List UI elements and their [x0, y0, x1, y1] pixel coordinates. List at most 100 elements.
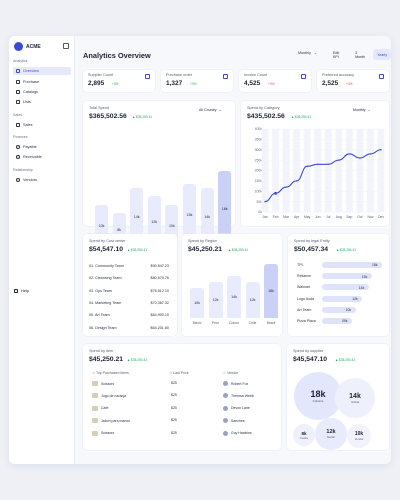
data-point[interactable] [369, 153, 372, 155]
entity-bar[interactable] [322, 284, 369, 291]
list-item[interactable]: 02. Cleansing Team $80,679.76 [89, 276, 169, 280]
item-cell[interactable]: Cafe [92, 405, 108, 411]
kpi-purchase-order[interactable]: Purchase order 1,327 +4% [161, 70, 233, 92]
bar-value-label: 12k [249, 298, 256, 302]
entity-bar[interactable] [322, 318, 352, 324]
list-item[interactable]: 03. Ops Team $76,512.10 [89, 289, 169, 293]
cost-center-name: 03. Ops Team [89, 288, 112, 293]
entity-name: Logo Asda [297, 296, 314, 301]
data-point[interactable] [359, 157, 361, 159]
receive-icon [16, 155, 20, 159]
column-band [303, 129, 311, 212]
bar-value-label: 10k [98, 223, 105, 228]
item-cell[interactable]: Jugo de naranja [92, 393, 126, 399]
entity-value: 14k [358, 285, 365, 290]
data-point[interactable] [338, 159, 340, 161]
data-point[interactable] [295, 180, 298, 182]
card-delta: ▲ $35,250.41 [335, 358, 355, 362]
column-band [293, 129, 301, 212]
card-delta: ▲ $35,250.41 [228, 248, 248, 252]
bar[interactable] [227, 276, 241, 318]
kpi-value: 1,327 [166, 80, 183, 87]
sidebar-item-receivable[interactable]: Receivable [13, 153, 71, 161]
data-point[interactable] [264, 200, 266, 203]
entity-bar[interactable] [322, 262, 382, 268]
bar[interactable] [130, 187, 144, 247]
sidebar-item-purchase[interactable]: Purchase [13, 78, 71, 86]
bar[interactable] [190, 288, 204, 318]
supplier-bubble[interactable]: 8k Cooks [293, 424, 315, 446]
bar[interactable] [245, 282, 260, 318]
item-cell[interactable]: Scissors [92, 381, 114, 386]
edit-kpi-button[interactable]: Edit KPI [333, 50, 340, 59]
supplier-bubble[interactable]: 10k Vendor [347, 424, 371, 448]
card-title: Spend by legal Entity [294, 239, 330, 243]
supplier-bubble[interactable]: 12k Nectar [315, 418, 347, 450]
region-card: Spend by Region $45,250.21 ▲ $35,250.41 … [182, 234, 282, 336]
period-dropdown[interactable]: Monthly ⌄ [298, 51, 318, 55]
bubble-value: 18k [310, 389, 326, 399]
data-point[interactable] [306, 165, 308, 168]
help-link[interactable]: Help [14, 288, 29, 293]
sidebar-item-payable[interactable]: Payable [13, 143, 71, 151]
sidebar-item-vendors[interactable]: Vendors [13, 176, 71, 184]
supplier-bubble[interactable]: 18k Industria [294, 372, 342, 420]
sidebar-item-catalogs[interactable]: Catalogs [13, 88, 71, 96]
item-cell[interactable]: Scissors [92, 430, 114, 436]
kpi-invoice-count[interactable]: Invoice Count 4,525 +4% [239, 70, 311, 92]
vendor-cell[interactable]: Guy Hawkins [223, 430, 252, 436]
data-point[interactable] [274, 191, 277, 195]
three-month-button[interactable]: 3 Month [355, 50, 366, 59]
vendor-cell[interactable]: Theresa Webb [223, 393, 254, 399]
bar[interactable] [208, 282, 223, 318]
vendor-cell[interactable]: Devon Lane [223, 405, 250, 411]
cost-center-name: 05. Art Team [89, 313, 110, 318]
column-band [314, 129, 322, 212]
y-tick-label: 0k [258, 210, 262, 214]
bar-value-label: 18k [221, 207, 228, 211]
data-point[interactable] [348, 153, 351, 155]
sidebar-item-lists[interactable]: Lists [13, 98, 71, 106]
vendor-name: Robert Fox [231, 381, 249, 386]
x-tick-label: Dec [378, 215, 384, 219]
cost-center-value: $76,512.10 [150, 288, 169, 293]
sidebar-item-overview[interactable]: Overview [13, 67, 71, 75]
bar[interactable] [218, 171, 232, 247]
card-value: $50,457.34 [294, 246, 329, 253]
supplier-bubble[interactable]: 14k Global [335, 378, 375, 418]
list-item[interactable]: 06. Design Team $64,201.60 [89, 326, 169, 330]
list-item[interactable]: 04. Marketing Team $70,387.32 [89, 301, 169, 305]
entity-value: 15k [361, 274, 368, 279]
bar[interactable] [183, 183, 196, 247]
card-value: $45,547.10 [293, 356, 328, 363]
bar[interactable] [200, 187, 214, 247]
sidebar-toggle-icon[interactable] [63, 43, 69, 49]
data-point[interactable] [327, 163, 329, 165]
entity-bar[interactable] [322, 273, 372, 280]
data-point[interactable] [285, 186, 287, 188]
bar[interactable] [264, 264, 278, 318]
x-tick-label: Nov [367, 215, 373, 219]
country-dropdown[interactable]: All Country ⌄ [199, 108, 222, 112]
kpi-supplier-count[interactable]: Supplier Count 2,895 +4% [83, 70, 155, 92]
item-cell[interactable]: Jabon para manos [92, 418, 130, 424]
yearly-button[interactable]: Yearly [373, 49, 391, 60]
entity-bar[interactable] [322, 306, 356, 313]
sidebar-item-sales[interactable]: Sales [13, 121, 71, 129]
column-band [366, 129, 374, 212]
list-item[interactable]: 05. Art Team $64,900.10 [89, 313, 169, 317]
list-item[interactable]: 01. Community Team $90,547.23 [89, 264, 169, 268]
brand[interactable]: ACME [14, 42, 41, 51]
vendor-cell[interactable]: Sanches [223, 418, 245, 424]
bubble-value: 14k [349, 392, 361, 400]
kpi-preferred-accuracy[interactable]: Preferred accuracy 2,525 +4% [317, 70, 389, 92]
data-point[interactable] [380, 149, 382, 151]
avatar [223, 418, 228, 424]
vendor-cell[interactable]: Robert Fox [223, 381, 248, 386]
entity-bar[interactable] [322, 295, 363, 302]
data-point[interactable] [317, 163, 319, 165]
category-period-dropdown[interactable]: Monthly ⌄ [353, 108, 371, 112]
bar-value-label: 12k [151, 219, 158, 224]
column-band [356, 129, 364, 212]
card-title: Spend by Region [188, 239, 218, 243]
